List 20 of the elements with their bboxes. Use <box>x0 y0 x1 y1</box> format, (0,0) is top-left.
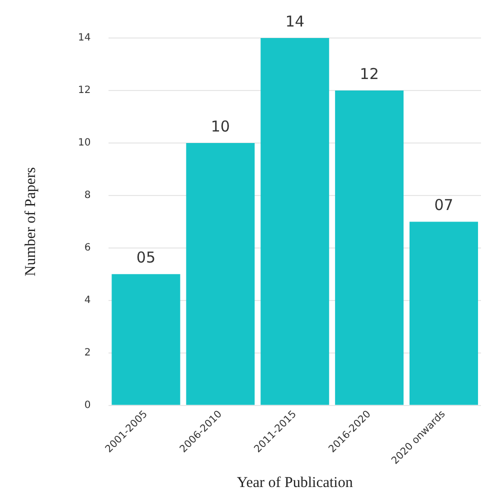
y-axis-title: Number of Papers <box>22 166 39 276</box>
bar <box>410 222 478 405</box>
data-label: 14 <box>285 12 304 30</box>
x-axis-title: Year of Publication <box>236 474 354 491</box>
bar <box>260 38 330 405</box>
y-tick-label: 12 <box>78 85 91 96</box>
bar <box>186 142 255 405</box>
bar <box>335 90 404 405</box>
data-label: 05 <box>136 248 156 267</box>
y-tick-label: 6 <box>84 242 91 254</box>
y-tick-label: 10 <box>78 138 91 149</box>
y-tick-label: 2 <box>84 348 91 358</box>
data-label: 12 <box>360 64 379 83</box>
data-label: 07 <box>434 196 454 214</box>
y-tick-label: 14 <box>78 32 91 44</box>
bar <box>112 274 180 405</box>
data-label: 10 <box>210 117 230 136</box>
y-tick-label: 4 <box>84 295 91 306</box>
y-tick-label: 8 <box>84 190 91 202</box>
y-tick-label: 0 <box>84 400 91 411</box>
